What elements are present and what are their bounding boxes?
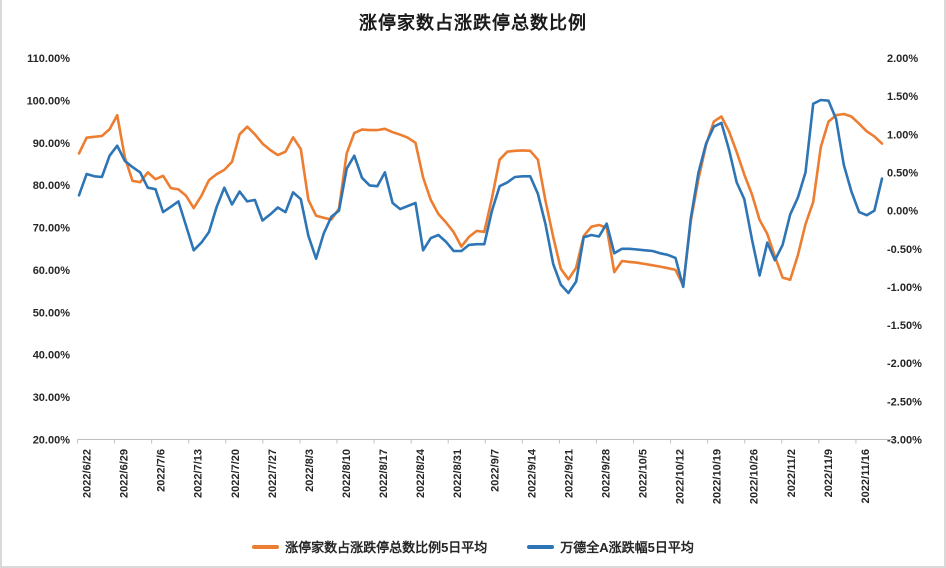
x-axis-tick-label: 2022/9/14: [526, 448, 538, 498]
legend-item-wind-all-a: 万德全A涨跌幅5日平均: [527, 537, 694, 556]
y-axis-label-left: 20.00%: [33, 435, 71, 447]
x-axis-tick-label: 2022/10/26: [749, 449, 761, 504]
wind-all-a-series-line: [77, 98, 884, 295]
legend-label-limit-up-ratio: 涨停家数占涨跌停总数比例5日平均: [285, 540, 488, 555]
y-axis-label-left: 40.00%: [33, 350, 71, 362]
y-axis-label-left: 110.00%: [27, 53, 70, 65]
x-axis-tick-label: 2022/8/3: [304, 449, 316, 492]
x-axis-tick-label: 2022/9/21: [563, 449, 575, 498]
blue-line-swatch-icon: [527, 544, 555, 549]
y-axis-label-right: 2.00%: [887, 53, 918, 65]
x-axis-tick-label: 2022/8/24: [415, 448, 427, 498]
y-axis-label-left: 50.00%: [33, 307, 71, 319]
y-axis-label-right: 0.00%: [887, 206, 918, 218]
x-axis-tick-label: 2022/10/5: [638, 449, 650, 498]
y-axis-label-left: 30.00%: [33, 392, 71, 404]
orange-line-swatch-icon: [252, 544, 280, 549]
y-axis-label-right: 1.50%: [887, 91, 918, 103]
x-axis-tick-label: 2022/8/31: [452, 449, 464, 498]
x-axis-tick-label: 2022/9/28: [600, 449, 612, 498]
y-axis-label-right: 1.00%: [887, 129, 918, 141]
x-axis-tick-label: 2022/11/2: [786, 449, 798, 497]
x-axis-tick-label: 2022/8/10: [341, 449, 353, 498]
legend-item-limit-up-ratio: 涨停家数占涨跌停总数比例5日平均: [252, 537, 487, 556]
chart-legend: 涨停家数占涨跌停总数比例5日平均 万德全A涨跌幅5日平均: [2, 537, 944, 556]
x-axis-tick-label: 2022/7/13: [193, 449, 205, 498]
y-axis-label-right: -2.00%: [887, 358, 922, 370]
x-axis-tick-label: 2022/6/22: [82, 449, 94, 498]
chart-title: 涨停家数占涨跌停总数比例: [359, 13, 587, 33]
x-axis-tick-label: 2022/11/9: [823, 449, 835, 497]
x-axis-tick-label: 2022/7/27: [267, 449, 279, 498]
y-axis-label-right: 0.50%: [887, 167, 918, 179]
y-axis-label-right: -1.50%: [887, 320, 922, 332]
x-axis-tick-label: 2022/11/16: [860, 449, 872, 503]
y-axis-label-right: -3.00%: [887, 435, 922, 447]
y-axis-label-left: 80.00%: [33, 180, 71, 192]
y-axis-label-left: 100.00%: [27, 95, 71, 107]
x-axis-tick-label: 2022/9/7: [489, 449, 501, 492]
x-axis-tick-label: 2022/7/20: [230, 449, 242, 498]
limit-up-ratio-series-line: [77, 112, 884, 287]
x-axis-tick-label: 2022/7/6: [156, 449, 168, 492]
x-axis-tick-label: 2022/10/19: [712, 449, 724, 504]
y-axis-label-right: -0.50%: [887, 244, 922, 256]
y-axis-label-left: 90.00%: [33, 138, 71, 150]
x-axis-tick-label: 2022/10/12: [675, 449, 687, 504]
legend-label-wind-all-a: 万德全A涨跌幅5日平均: [560, 540, 694, 555]
y-axis-label-left: 70.00%: [33, 223, 71, 235]
x-axis-tick-label: 2022/8/17: [378, 449, 390, 498]
y-axis-label-left: 60.00%: [33, 265, 71, 277]
y-axis-label-right: -2.50%: [887, 396, 922, 408]
x-axis-tick-label: 2022/6/29: [119, 449, 131, 498]
y-axis-label-right: -1.00%: [887, 282, 922, 294]
